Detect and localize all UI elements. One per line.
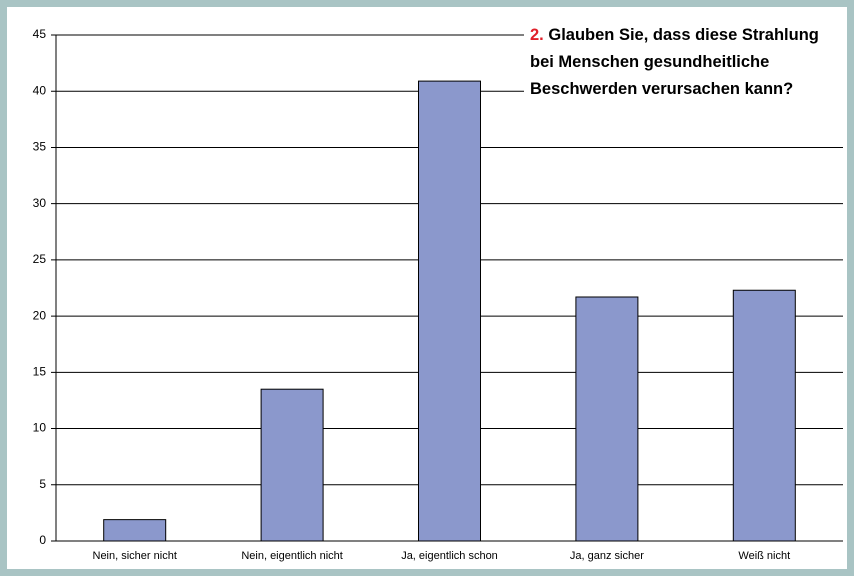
x-tick-label: Ja, ganz sicher bbox=[570, 550, 644, 562]
x-tick-label: Nein, sicher nicht bbox=[93, 550, 177, 562]
y-tick-label: 5 bbox=[39, 477, 46, 491]
y-tick-label: 0 bbox=[39, 533, 46, 547]
title-line: Beschwerden verursachen kann? bbox=[530, 80, 793, 98]
y-tick-label: 30 bbox=[33, 196, 47, 210]
x-tick-label: Nein, eigentlich nicht bbox=[241, 550, 343, 562]
y-tick-label: 20 bbox=[33, 308, 47, 322]
bar bbox=[575, 296, 639, 542]
chart-title: bei Menschen gesundheitliche bbox=[530, 53, 769, 71]
y-tick-label: 45 bbox=[33, 27, 47, 41]
chart-title: 2. Glauben Sie, dass diese Strahlung bbox=[530, 26, 819, 44]
chart-title: Beschwerden verursachen kann? bbox=[530, 80, 793, 98]
x-tick-label: Ja, eigentlich schon bbox=[401, 550, 498, 562]
bar bbox=[732, 289, 796, 542]
bar bbox=[103, 519, 167, 542]
title-line: bei Menschen gesundheitliche bbox=[530, 53, 769, 71]
y-tick-label: 15 bbox=[33, 365, 47, 379]
y-tick-label: 35 bbox=[33, 140, 47, 154]
title-line: Glauben Sie, dass diese Strahlung bbox=[548, 26, 819, 44]
bar bbox=[260, 388, 324, 542]
y-tick-label: 40 bbox=[33, 83, 47, 97]
x-tick-label: Weiß nicht bbox=[738, 550, 790, 562]
y-tick-label: 10 bbox=[33, 421, 47, 435]
y-tick-label: 25 bbox=[33, 252, 47, 266]
bar bbox=[418, 80, 481, 542]
title-background bbox=[524, 20, 844, 125]
title-number: 2. bbox=[530, 26, 544, 44]
